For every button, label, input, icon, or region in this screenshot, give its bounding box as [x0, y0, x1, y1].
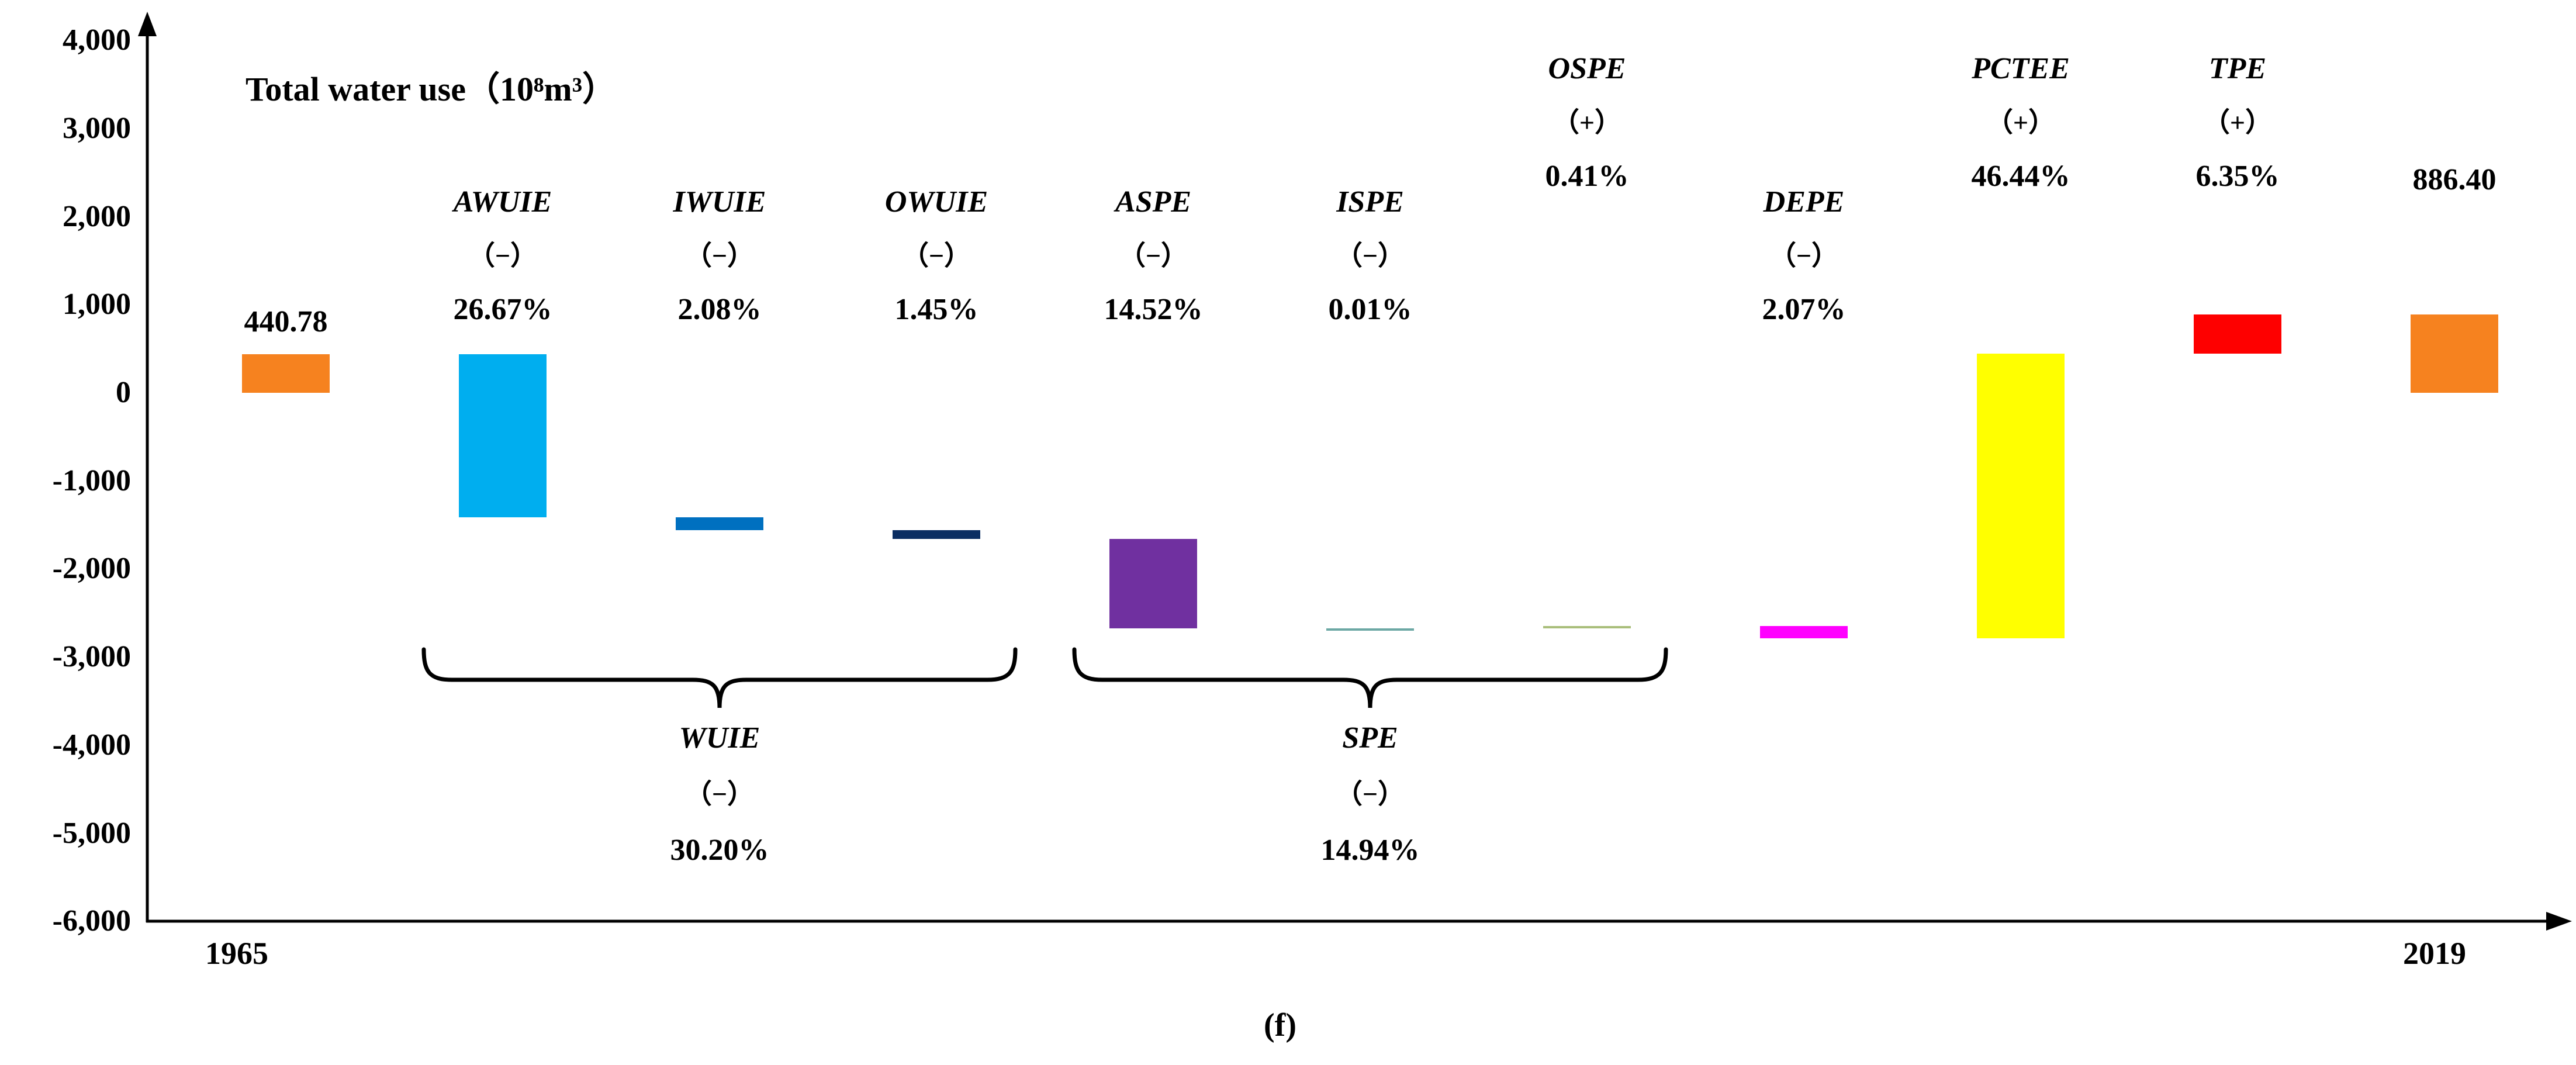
bar-OSPE [1543, 625, 1631, 628]
figure-caption: (f) [1264, 1007, 1296, 1043]
y-axis-arrowhead-icon [138, 12, 157, 36]
bar-total-2019 [2411, 314, 2498, 393]
bar-DEPE [1760, 625, 1848, 639]
bar-label-TPE: TPE （+） 6.35% [2195, 52, 2280, 193]
y-tick-3000: 3,000 [63, 111, 131, 145]
bar-label-total-2019: 886.40 [2412, 163, 2497, 196]
bar-ISPE [1326, 628, 1414, 631]
y-tick--4000: -4,000 [52, 728, 131, 762]
y-tick--3000: -3,000 [52, 640, 131, 674]
bar-label-AWUIE: AWUIE （−） 26.67% [453, 185, 552, 326]
y-tick-0: 0 [116, 376, 131, 409]
bar-label-OWUIE: OWUIE （−） 1.45% [884, 185, 988, 326]
y-tick--1000: -1,000 [52, 464, 131, 497]
bracket-label-SPE: SPE （−） 14.94% [1320, 721, 1420, 867]
y-tick--5000: -5,000 [52, 816, 131, 850]
y-tick--6000: -6,000 [52, 904, 131, 938]
bar-label-PCTEE: PCTEE （+） 46.44% [1971, 52, 2070, 193]
bar-total-1965 [242, 354, 330, 393]
bar-ASPE [1109, 539, 1197, 628]
bar-label-OSPE: OSPE （+） 0.41% [1545, 52, 1629, 193]
bar-PCTEE [1977, 354, 2065, 639]
bar-label-total-1965: 440.78 [244, 305, 328, 338]
y-tick--2000: -2,000 [52, 552, 131, 586]
bracket-label-WUIE: WUIE （−） 30.20% [670, 721, 769, 867]
bar-IWUIE [676, 517, 763, 531]
bar-label-IWUIE: IWUIE （−） 2.08% [673, 185, 766, 326]
underbrace-bracket-1 [1072, 647, 1668, 708]
bar-AWUIE [459, 354, 547, 518]
y-tick-4000: 4,000 [63, 23, 131, 57]
chart-title: Total water use（10⁸m³） [246, 70, 617, 108]
bar-TPE [2194, 314, 2281, 354]
bar-OWUIE [893, 530, 980, 540]
bar-label-ASPE: ASPE （−） 14.52% [1104, 185, 1203, 326]
x-axis-arrowhead-icon [2546, 912, 2572, 931]
x-axis-end-year: 2019 [2403, 936, 2466, 971]
bar-label-ISPE: ISPE （−） 0.01% [1328, 185, 1412, 326]
underbrace-bracket-0 [421, 647, 1018, 708]
y-tick-2000: 2,000 [63, 199, 131, 233]
x-axis-start-year: 1965 [205, 936, 268, 971]
y-tick-1000: 1,000 [63, 288, 131, 321]
bar-label-DEPE: DEPE （−） 2.07% [1762, 185, 1846, 326]
